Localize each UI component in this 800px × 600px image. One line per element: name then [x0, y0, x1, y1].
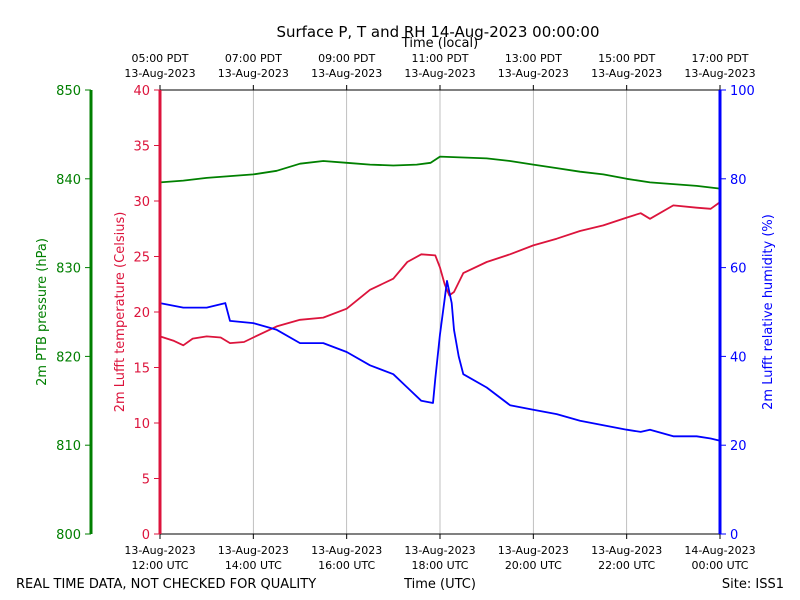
pressure-tick-label: 850	[56, 84, 81, 99]
x-tick-time: 20:00 UTC	[505, 559, 562, 572]
top-tick-time: 13:00 PDT	[505, 52, 562, 65]
pressure-tick-label: 800	[56, 528, 81, 543]
plot-layer	[159, 155, 721, 442]
pressure-axis-label: 2m PTB pressure (hPa)	[35, 238, 50, 386]
top-tick-date: 13-Aug-2023	[218, 67, 289, 80]
pressure-tick-label: 820	[56, 350, 81, 365]
x-tick-date: 13-Aug-2023	[218, 544, 289, 557]
top-tick-date: 13-Aug-2023	[311, 67, 382, 80]
top-tick-time: 07:00 PDT	[225, 52, 282, 65]
pressure-tick-label: 830	[56, 262, 81, 277]
humidity-axis-label: 2m Lufft relative humidity (%)	[761, 214, 776, 410]
temperature-axis-label: 2m Lufft temperature (Celsius)	[113, 212, 128, 413]
top-tick-time: 09:00 PDT	[318, 52, 375, 65]
temperature-tick-label: 15	[133, 362, 150, 377]
humidity-tick-label: 80	[730, 173, 747, 188]
temperature-tick-label: 5	[142, 473, 150, 488]
x-tick-date: 13-Aug-2023	[404, 544, 475, 557]
x-axis-label: Time (UTC)	[403, 577, 476, 592]
humidity-series-line	[159, 279, 721, 442]
temperature-series-line	[159, 201, 721, 347]
top-tick-time: 17:00 PDT	[691, 52, 748, 65]
temperature-tick-label: 35	[133, 140, 150, 155]
humidity-tick-label: 40	[730, 350, 747, 365]
x-tick-time: 14:00 UTC	[225, 559, 282, 572]
pressure-tick-label: 840	[56, 173, 81, 188]
x-tick-time: 22:00 UTC	[598, 559, 655, 572]
top-tick-date: 13-Aug-2023	[684, 67, 755, 80]
x-tick-date: 13-Aug-2023	[498, 544, 569, 557]
x-tick-time: 16:00 UTC	[318, 559, 375, 572]
humidity-tick-label: 100	[730, 84, 755, 99]
temperature-tick-label: 10	[133, 417, 150, 432]
x-tick-time: 18:00 UTC	[411, 559, 468, 572]
top-tick-time: 05:00 PDT	[131, 52, 188, 65]
temperature-tick-label: 0	[142, 528, 150, 543]
pressure-tick-label: 810	[56, 439, 81, 454]
humidity-tick-label: 60	[730, 262, 747, 277]
x-tick-date: 14-Aug-2023	[684, 544, 755, 557]
grid-layer	[252, 90, 628, 534]
top-axis-label: Time (local)	[401, 36, 478, 51]
top-tick-time: 15:00 PDT	[598, 52, 655, 65]
humidity-tick-label: 20	[730, 439, 747, 454]
top-tick-date: 13-Aug-2023	[404, 67, 475, 80]
x-tick-date: 13-Aug-2023	[124, 544, 195, 557]
pressure-series-line	[159, 155, 721, 190]
footer-left: REAL TIME DATA, NOT CHECKED FOR QUALITY	[16, 577, 316, 592]
top-tick-date: 13-Aug-2023	[591, 67, 662, 80]
top-tick-date: 13-Aug-2023	[124, 67, 195, 80]
temperature-tick-label: 20	[133, 306, 150, 321]
humidity-tick-label: 0	[730, 528, 738, 543]
temperature-tick-label: 40	[133, 84, 150, 99]
top-tick-date: 13-Aug-2023	[498, 67, 569, 80]
top-tick-time: 11:00 PDT	[411, 52, 468, 65]
chart-title: Surface P, T and RH 14-Aug-2023 00:00:00	[276, 23, 599, 41]
x-tick-time: 00:00 UTC	[691, 559, 748, 572]
x-tick-date: 13-Aug-2023	[311, 544, 382, 557]
x-tick-time: 12:00 UTC	[131, 559, 188, 572]
axes-layer: 13-Aug-2023 12:00 UTC 13-Aug-2023 14:00 UTC…	[56, 52, 755, 572]
temperature-tick-label: 25	[133, 251, 150, 266]
footer-right: Site: ISS1	[722, 577, 784, 592]
temperature-tick-label: 30	[133, 195, 150, 210]
x-tick-date: 13-Aug-2023	[591, 544, 662, 557]
